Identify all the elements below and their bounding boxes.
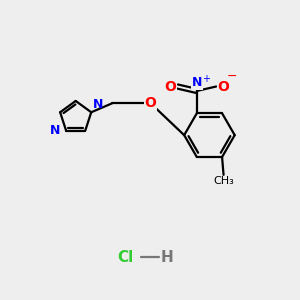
Text: N: N: [93, 98, 103, 111]
Text: −: −: [227, 70, 238, 83]
Text: O: O: [218, 80, 230, 94]
Text: N: N: [50, 124, 61, 137]
Text: CH₃: CH₃: [213, 176, 234, 186]
Text: O: O: [164, 80, 176, 94]
Text: +: +: [202, 74, 210, 84]
Text: O: O: [145, 96, 157, 110]
Text: Cl: Cl: [117, 250, 134, 265]
Text: H: H: [160, 250, 173, 265]
Text: N: N: [192, 76, 202, 89]
